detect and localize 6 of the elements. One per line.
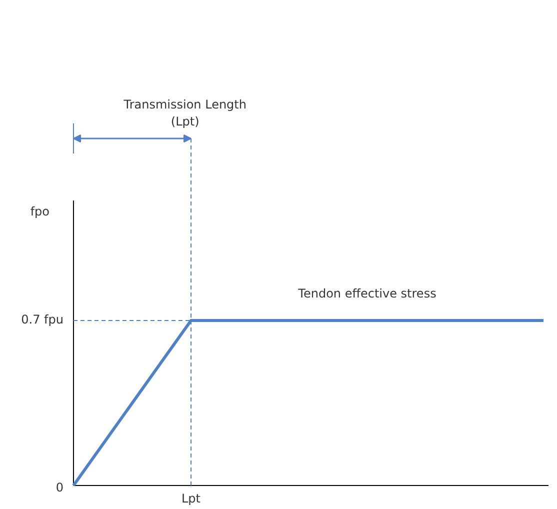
text: Transmission Length (Lpt) [122,98,246,128]
text: 0.7 fpu [21,312,64,326]
text: fpo [30,204,50,218]
text: Lpt [181,492,201,506]
text: Tendon effective stress [297,286,436,300]
text: 0 [56,480,64,494]
